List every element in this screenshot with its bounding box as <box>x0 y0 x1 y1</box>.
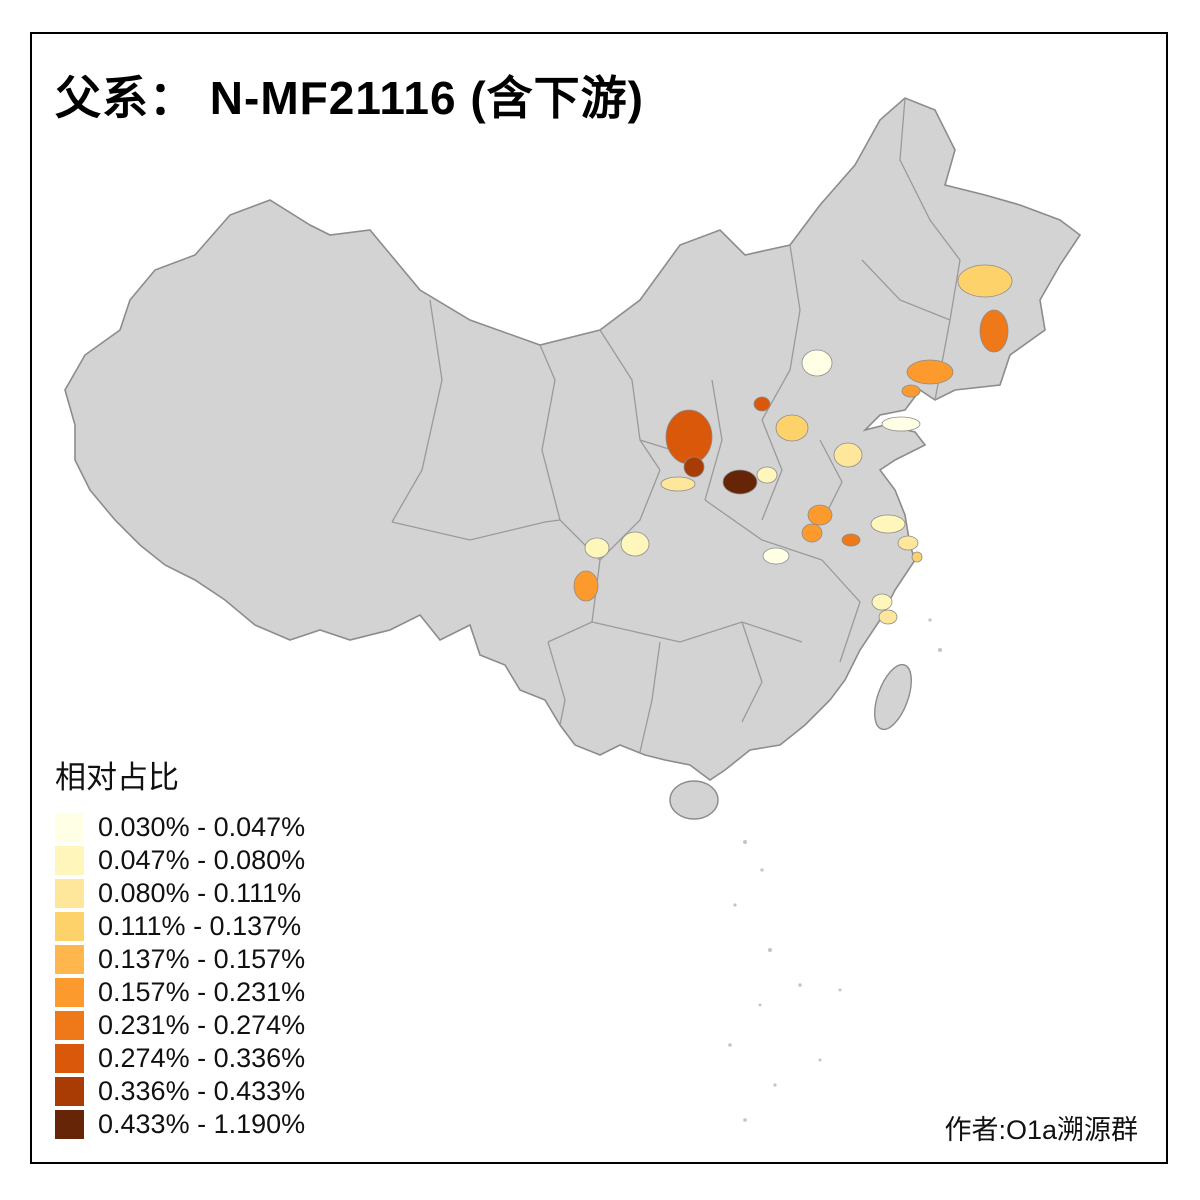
map-title: 父系： N-MF21116 (含下游) <box>55 72 644 124</box>
map-region-henan-pale <box>756 466 778 484</box>
highlighted-prefectures <box>573 264 1013 625</box>
map-region-zhejiang-pale-south <box>878 609 898 625</box>
map-region-jiangsu-pale-yellow <box>870 514 906 534</box>
legend-label: 0.111% - 0.137% <box>98 911 302 941</box>
map-region-west-sichuan-cream <box>584 537 610 559</box>
legend-label: 0.080% - 0.111% <box>98 878 302 908</box>
map-region-liaoning-coastal-orange <box>906 359 954 385</box>
map-region-shanxi-south-darker <box>683 456 705 478</box>
map-region-guanzhong-pale <box>660 476 696 492</box>
legend-item: 0.047% - 0.080% <box>55 844 305 877</box>
map-region-south-sichuan-orange <box>573 570 599 602</box>
legend-swatch <box>55 1077 84 1106</box>
legend-label: 0.137% - 0.157% <box>98 944 306 974</box>
legend: 相对占比 0.030% - 0.047% 0.047% - 0.080% 0.080… <box>55 752 305 1141</box>
legend-label: 0.157% - 0.231% <box>98 977 306 1007</box>
legend-item: 0.336% - 0.433% <box>55 1075 305 1108</box>
legend-item: 0.137% - 0.157% <box>55 943 305 976</box>
map-region-northeast-light-orange <box>957 264 1013 298</box>
legend-swatch <box>55 879 84 908</box>
legend-label: 0.336% - 0.433% <box>98 1076 306 1106</box>
taiwan-island <box>874 663 912 731</box>
map-region-shanghai-small <box>911 551 923 563</box>
hainan-island <box>669 780 719 820</box>
map-region-shandong-light-yellow <box>833 442 863 468</box>
legend-label: 0.047% - 0.080% <box>98 845 306 875</box>
legend-swatch <box>55 1110 84 1139</box>
legend-swatch <box>55 1011 84 1040</box>
map-region-sichuan-cream <box>620 531 650 557</box>
legend-label: 0.231% - 0.274% <box>98 1010 306 1040</box>
legend-swatch <box>55 978 84 1007</box>
legend-item: 0.231% - 0.274% <box>55 1009 305 1042</box>
map-region-central-dark-brown <box>722 469 758 495</box>
legend-swatch <box>55 846 84 875</box>
map-region-beijing-pale <box>801 349 833 377</box>
attribution-text: 作者:O1a溯源群 <box>944 1115 1138 1145</box>
map-region-zhejiang-pale-north <box>871 593 893 611</box>
map-region-north-hebei-dark <box>753 396 771 412</box>
map-region-anhui-orange-north <box>807 504 833 526</box>
legend-item: 0.433% - 1.190% <box>55 1108 305 1141</box>
legend-swatch <box>55 1044 84 1073</box>
south-sea-islets <box>728 618 942 1122</box>
map-region-nanjing-dark-orange <box>841 533 861 547</box>
map-region-shanxi-dark-red <box>665 409 713 465</box>
legend-swatch <box>55 813 84 842</box>
legend-swatch <box>55 945 84 974</box>
province-borders <box>391 97 961 753</box>
legend-item: 0.274% - 0.336% <box>55 1042 305 1075</box>
map-region-jiangsu-coast-pale <box>897 535 919 551</box>
legend-label: 0.030% - 0.047% <box>98 812 306 842</box>
legend-item: 0.030% - 0.047% <box>55 811 305 844</box>
map-region-hebei-light-orange <box>775 414 809 442</box>
legend-item: 0.111% - 0.137% <box>55 910 305 943</box>
legend-item: 0.157% - 0.231% <box>55 976 305 1009</box>
map-region-hubei-pale <box>762 547 790 565</box>
legend-rows: 0.030% - 0.047% 0.047% - 0.080% 0.080% - 0… <box>55 811 305 1141</box>
map-region-jilin-orange <box>979 309 1009 353</box>
map-region-shandong-coast-pale <box>881 416 921 432</box>
legend-label: 0.274% - 0.336% <box>98 1043 306 1073</box>
legend-label: 0.433% - 1.190% <box>98 1109 306 1139</box>
legend-item: 0.080% - 0.111% <box>55 877 305 910</box>
map-region-anhui-orange-south <box>801 523 823 543</box>
china-outline <box>64 97 1082 781</box>
map-region-liaodong-tip-orange <box>901 384 921 398</box>
legend-title: 相对占比 <box>55 760 179 795</box>
legend-swatch <box>55 912 84 941</box>
